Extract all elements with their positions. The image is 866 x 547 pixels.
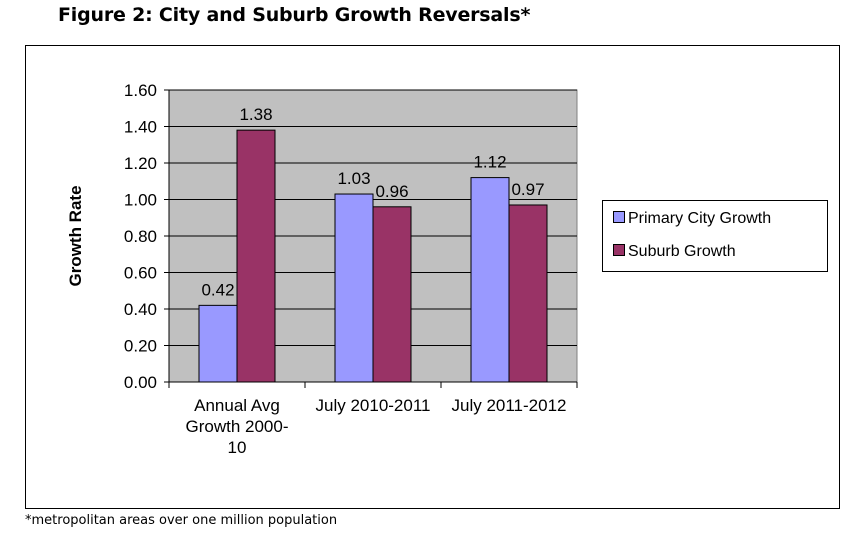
data-label: 1.03 (337, 169, 370, 188)
legend-item-suburb: Suburb Growth (613, 243, 736, 261)
legend-swatch-primary-city (613, 211, 625, 223)
bar (198, 304, 238, 383)
y-axis-title: Growth Rate (66, 185, 85, 286)
y-tick-label: 1.00 (124, 191, 157, 210)
y-tick-label: 1.40 (124, 118, 157, 137)
data-label: 0.42 (201, 280, 234, 299)
y-tick-label: 1.20 (124, 154, 157, 173)
x-tick-label: Annual Avg (194, 396, 280, 415)
chart-legend: Primary City Growth Suburb Growth (602, 200, 828, 272)
y-tick-label: 0.80 (124, 227, 157, 246)
x-tick-label: July 2010-2011 (316, 396, 431, 415)
x-tick-label: 10 (228, 438, 247, 457)
x-tick-label: July 2011-2012 (452, 396, 567, 415)
y-tick-label: 0.20 (124, 337, 157, 356)
y-tick-label: 1.60 (124, 81, 157, 100)
data-label: 0.96 (375, 182, 408, 201)
footnote: *metropolitan areas over one million pop… (25, 513, 338, 528)
bar (372, 206, 412, 383)
bar (508, 204, 548, 383)
y-tick-label: 0.00 (124, 373, 157, 392)
data-label: 1.12 (473, 153, 506, 172)
legend-swatch-suburb (613, 244, 625, 256)
legend-label-primary-city: Primary City Growth (628, 210, 772, 227)
bar (470, 177, 510, 383)
bar (236, 129, 276, 383)
y-tick-label: 0.40 (124, 300, 157, 319)
figure-title: Figure 2: City and Suburb Growth Reversa… (58, 4, 531, 26)
legend-item-primary-city: Primary City Growth (613, 210, 771, 228)
bar (334, 193, 374, 383)
data-label: 1.38 (239, 105, 272, 124)
data-label: 0.97 (511, 180, 544, 199)
legend-label-suburb: Suburb Growth (628, 243, 736, 260)
x-tick-label: Growth 2000- (186, 417, 289, 436)
y-tick-label: 0.60 (124, 264, 157, 283)
